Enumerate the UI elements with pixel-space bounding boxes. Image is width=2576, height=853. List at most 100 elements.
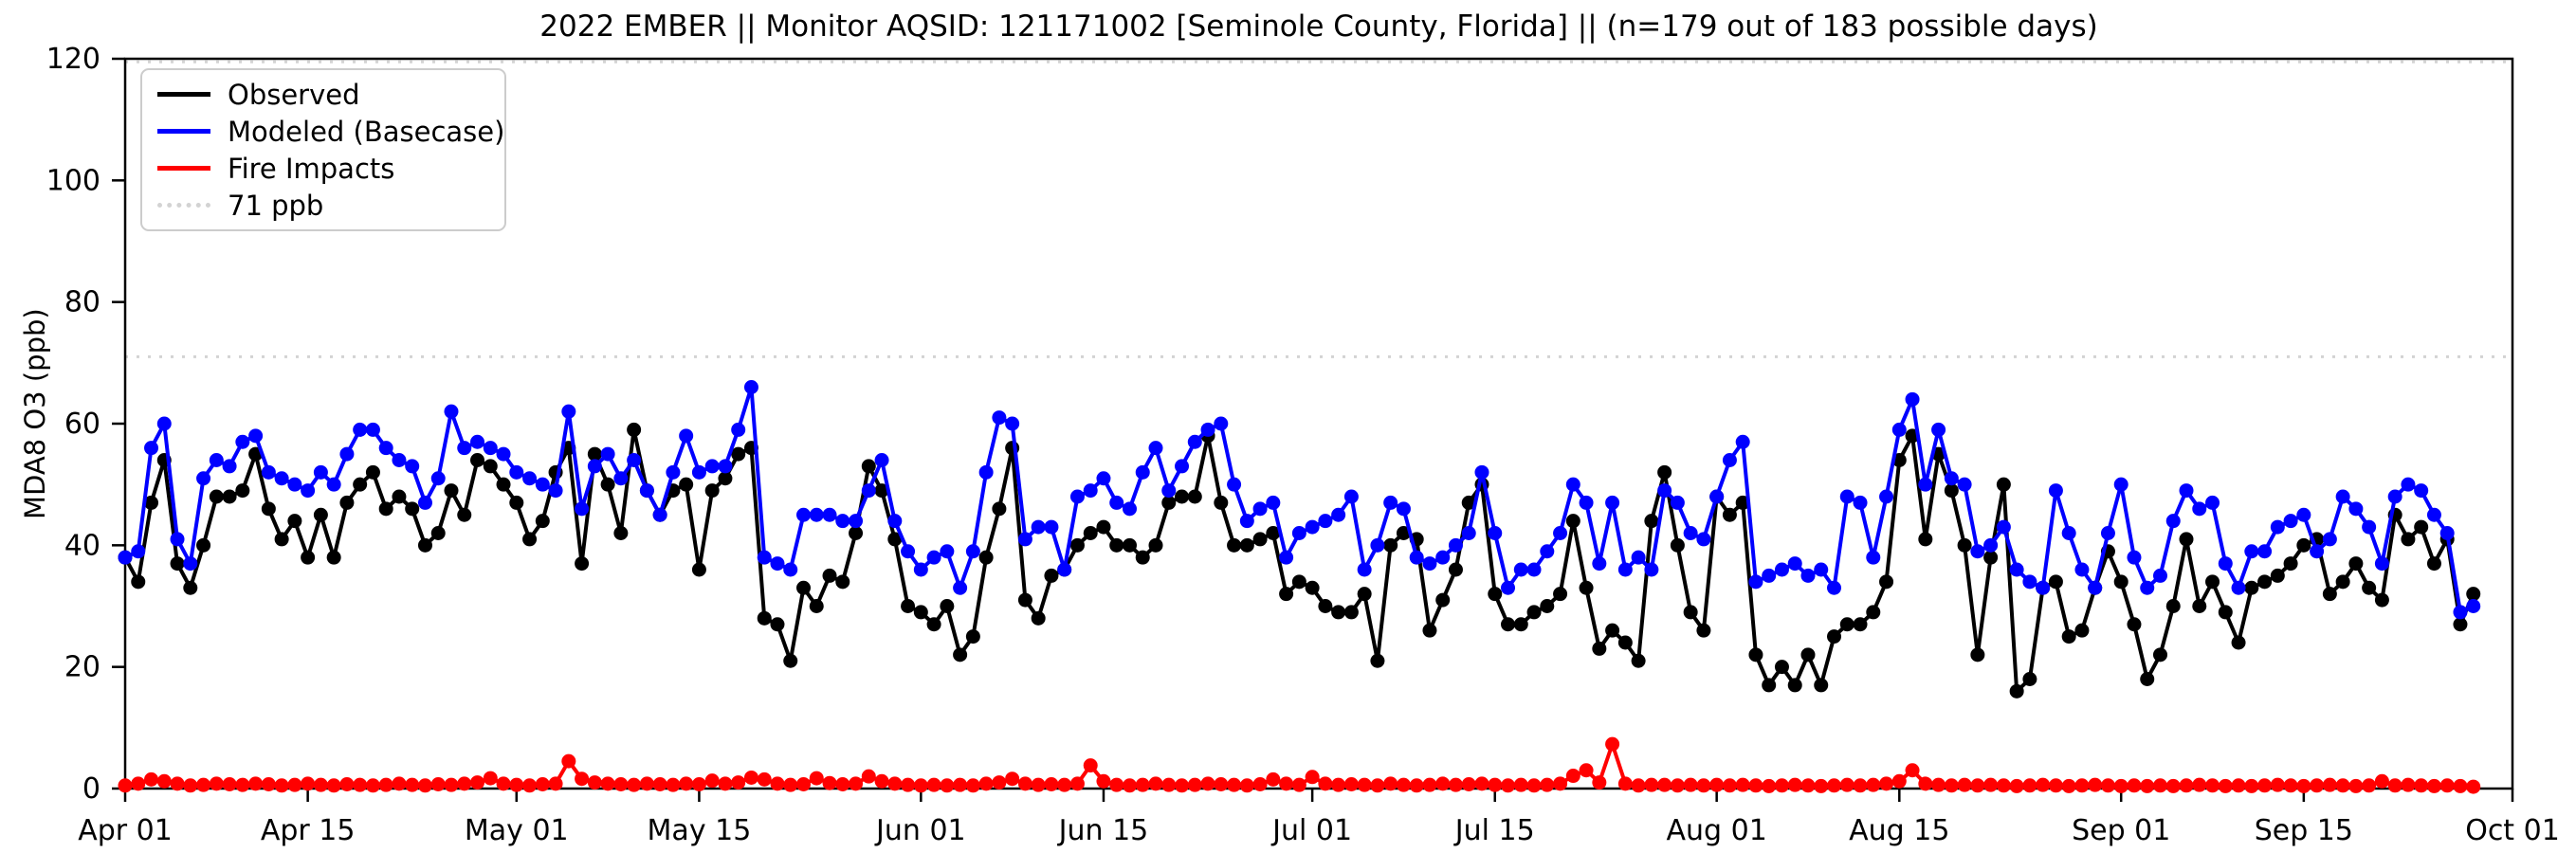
observed-marker [365, 464, 380, 480]
modeled-marker [2387, 489, 2402, 504]
fire-marker [953, 777, 968, 792]
observed-marker [1370, 653, 1385, 668]
modeled-marker [639, 483, 654, 499]
modeled-marker [1122, 501, 1137, 517]
legend-label-fire: Fire Impacts [228, 152, 395, 185]
fire-marker [1644, 777, 1659, 792]
modeled-marker [1748, 574, 1763, 590]
fire-marker [1291, 777, 1306, 792]
fire-marker [1448, 777, 1463, 792]
modeled-marker [1135, 464, 1150, 480]
fire-marker [679, 776, 694, 791]
observed-marker [849, 526, 864, 540]
observed-marker [2140, 672, 2155, 686]
observed-marker [1605, 623, 1620, 638]
observed-marker [144, 495, 159, 510]
modeled-marker [1396, 501, 1411, 517]
modeled-marker [2165, 514, 2181, 529]
observed-marker [1383, 537, 1398, 553]
observed-marker [535, 514, 550, 529]
fire-marker [1069, 776, 1085, 791]
observed-marker [2401, 532, 2416, 547]
fire-marker [430, 777, 446, 792]
modeled-marker [2205, 495, 2220, 510]
modeled-marker [1709, 489, 1725, 504]
modeled-marker [2218, 556, 2233, 572]
modeled-marker [1800, 568, 1816, 583]
modeled-marker [1644, 562, 1659, 577]
x-tick-label: Sep 01 [2072, 814, 2170, 847]
modeled-marker [287, 477, 302, 492]
x-tick-label: Jun 01 [874, 814, 966, 847]
fire-marker [940, 778, 955, 793]
observed-marker [444, 483, 459, 499]
fire-marker [1605, 736, 1620, 752]
fire-marker [666, 777, 681, 792]
fire-marker [1617, 776, 1633, 791]
fire-marker [1944, 778, 1959, 793]
fire-marker [1866, 777, 1881, 792]
observed-marker [353, 477, 368, 492]
modeled-marker [2074, 562, 2090, 577]
fire-marker [2192, 777, 2207, 792]
observed-marker [1291, 574, 1306, 590]
legend-label-modeled: Modeled (Basecase) [228, 115, 505, 148]
modeled-marker [183, 556, 198, 572]
observed-marker [1657, 464, 1672, 480]
fire-marker [639, 776, 654, 791]
fire-marker [1905, 763, 1920, 778]
fire-marker [1839, 777, 1854, 792]
observed-marker [1252, 532, 1268, 547]
modeled-marker [1553, 526, 1568, 540]
modeled-marker [1057, 562, 1072, 577]
modeled-marker [1853, 495, 1868, 510]
observed-marker [2113, 574, 2128, 590]
modeled-marker [666, 464, 681, 480]
fire-marker [1435, 776, 1451, 791]
modeled-marker [1513, 562, 1528, 577]
fire-marker [339, 777, 355, 792]
observed-marker [339, 495, 355, 510]
legend: Observed Modeled (Basecase) Fire Impacts… [140, 68, 506, 231]
fire-marker [757, 771, 772, 787]
observed-marker [1526, 605, 1542, 620]
fire-marker [575, 771, 590, 787]
modeled-marker [587, 459, 602, 474]
observed-marker [1787, 678, 1802, 693]
y-tick-label: 80 [64, 286, 100, 319]
fire-marker [1409, 778, 1424, 793]
modeled-marker [353, 422, 368, 437]
observed-marker [2296, 537, 2311, 553]
modeled-marker [1957, 477, 1972, 492]
modeled-marker [718, 459, 733, 474]
fire-marker [731, 775, 746, 790]
fire-marker [548, 776, 563, 791]
modeled-marker [301, 483, 316, 499]
fire-marker [1057, 777, 1072, 792]
modeled-marker [1735, 434, 1750, 449]
observed-marker [1044, 568, 1059, 583]
observed-marker [1827, 629, 1842, 644]
observed-marker [1670, 537, 1685, 553]
observed-marker [1853, 617, 1868, 632]
modeled-marker [405, 459, 420, 474]
modeled-marker [1005, 416, 1020, 431]
modeled-line-swatch [157, 129, 210, 134]
fire-marker [301, 776, 316, 791]
observed-marker [2414, 519, 2429, 535]
fire-marker [822, 775, 837, 790]
observed-marker [1800, 647, 1816, 662]
observed-marker [1435, 592, 1451, 608]
observed-marker [783, 653, 798, 668]
fire-marker [926, 777, 941, 792]
modeled-marker [2022, 574, 2037, 590]
modeled-marker [170, 532, 185, 547]
fire-marker [1996, 778, 2011, 793]
observed-marker [2218, 605, 2233, 620]
modeled-marker [1670, 495, 1685, 510]
observed-marker [1722, 507, 1737, 522]
fire-marker [1096, 773, 1111, 789]
fire-marker [2009, 778, 2024, 793]
fire-marker [1748, 778, 1763, 793]
fire-marker [1266, 771, 1281, 787]
